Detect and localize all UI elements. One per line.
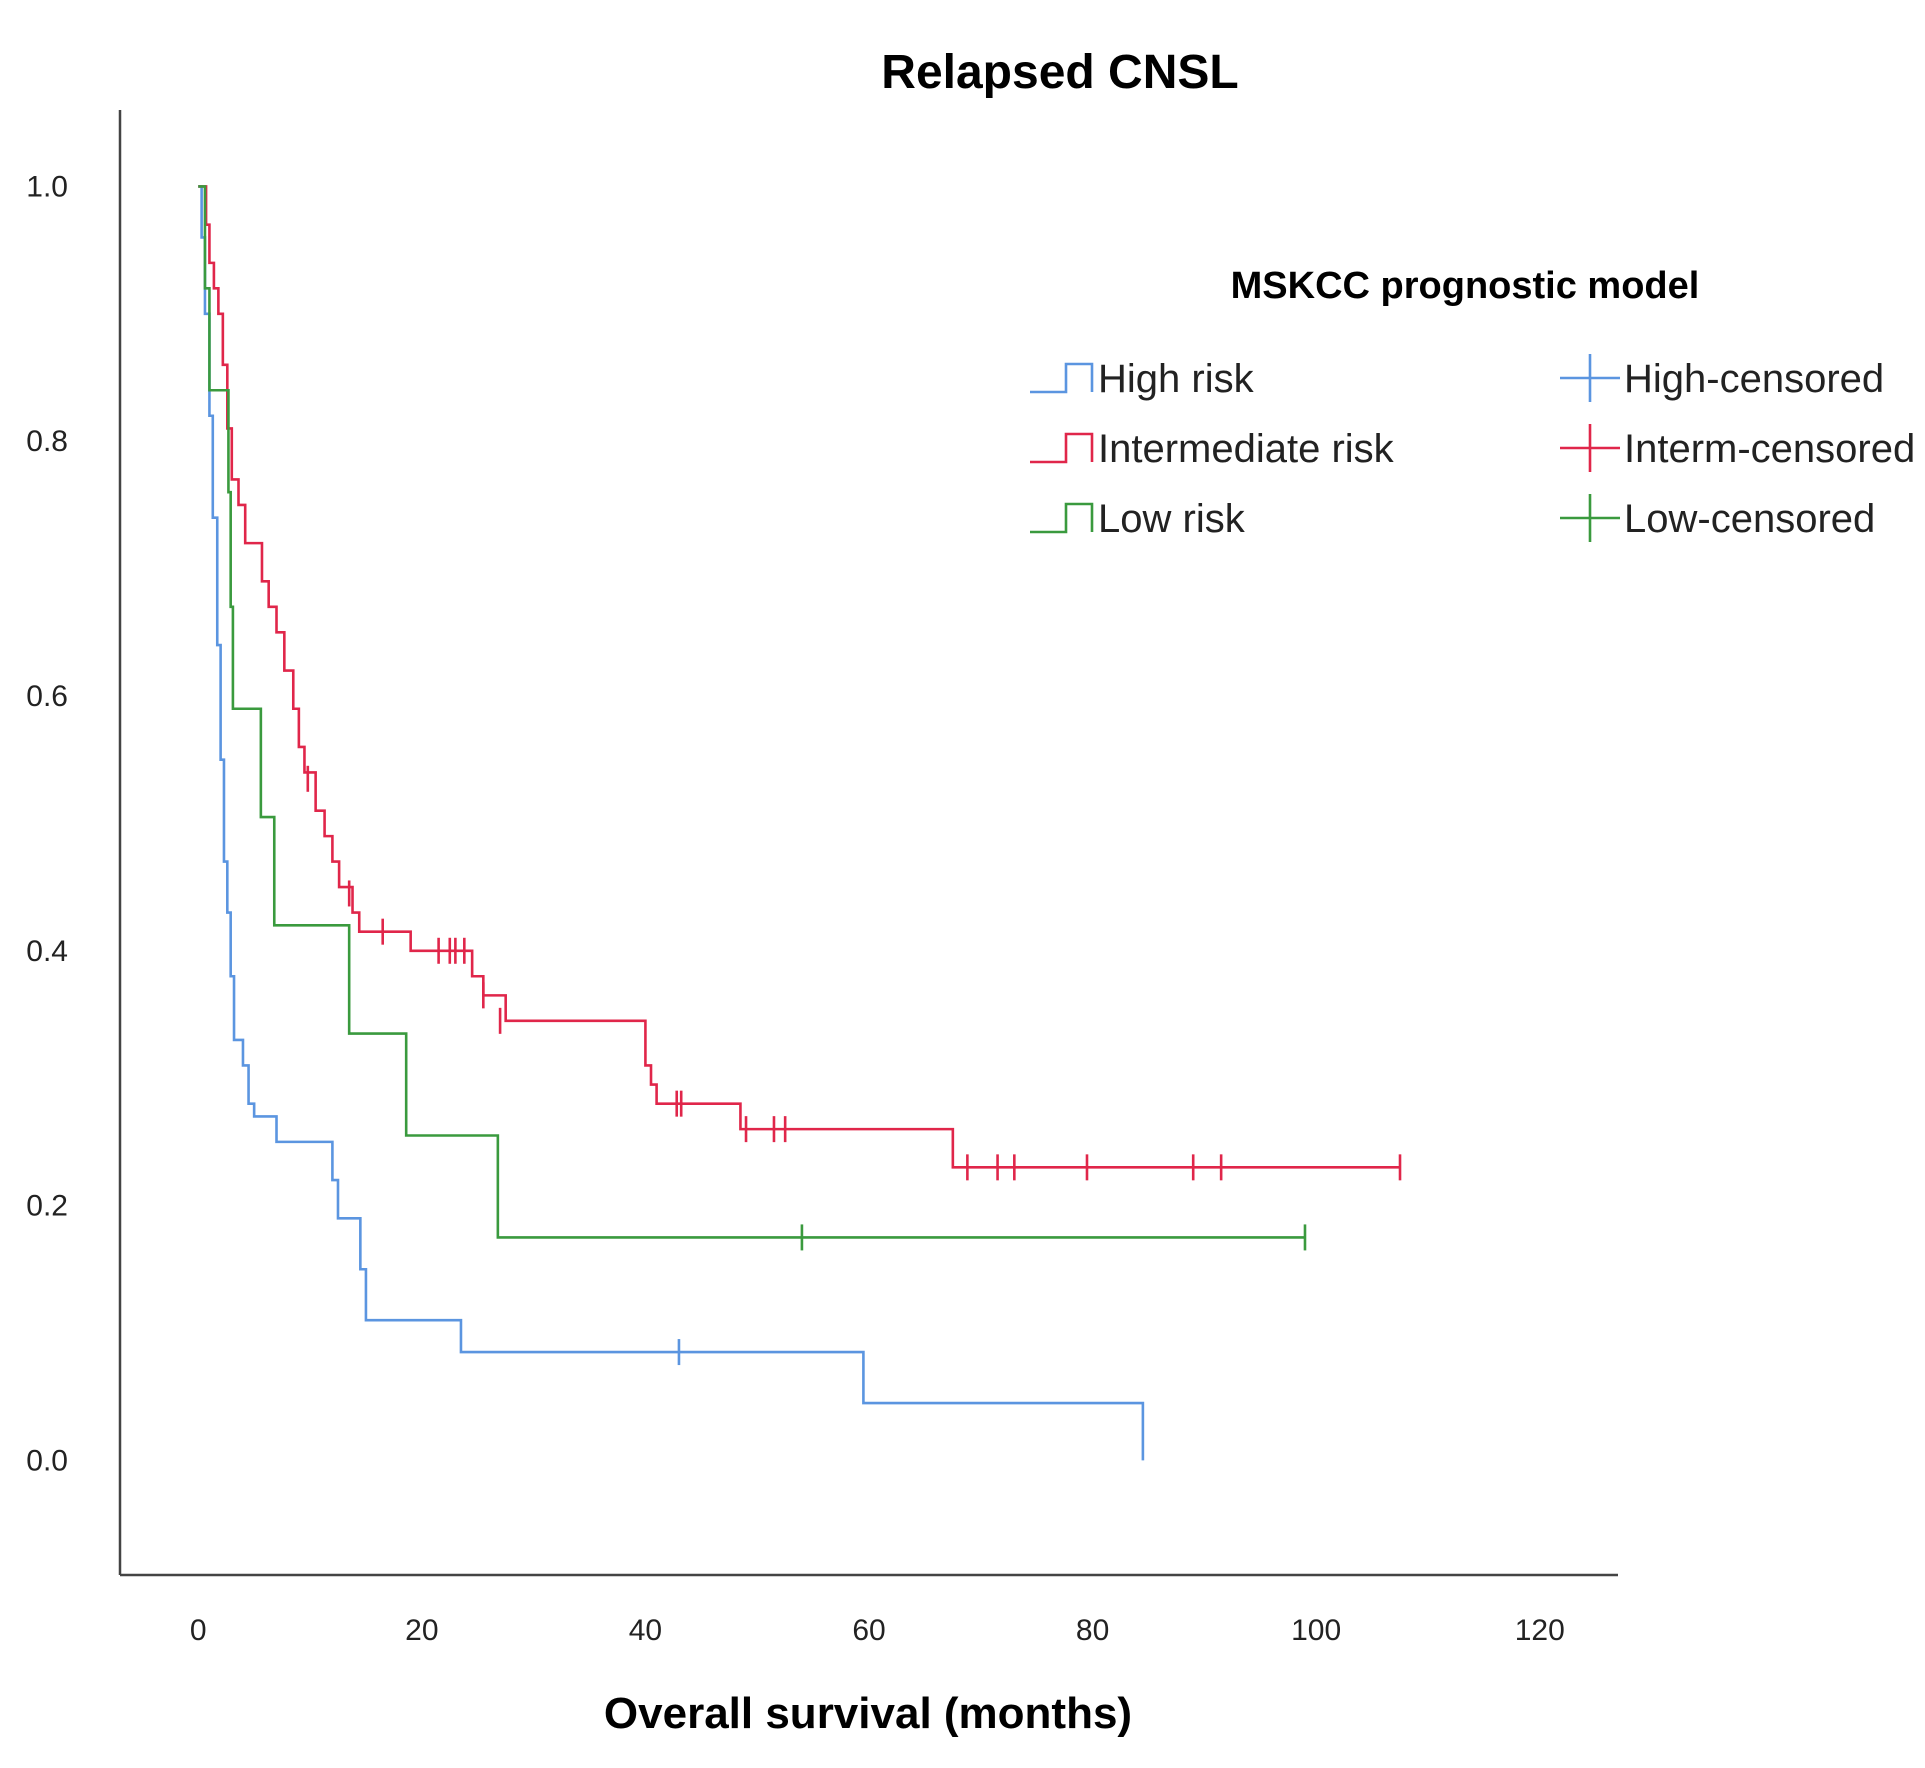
y-tick-labels: 0.0 0.2 0.4 0.6 0.8 1.0 xyxy=(26,170,68,1477)
x-tick-label: 0 xyxy=(190,1614,207,1647)
legend-item: High-censored xyxy=(1560,354,1884,402)
x-tick-label: 120 xyxy=(1515,1614,1565,1647)
legend-step-swatch xyxy=(1030,362,1094,394)
y-tick-label: 0.0 xyxy=(26,1444,68,1477)
x-tick-label: 80 xyxy=(1076,1614,1109,1647)
y-tick-label: 0.8 xyxy=(26,425,68,458)
x-tick-label: 60 xyxy=(852,1614,885,1647)
legend-item: High risk xyxy=(1030,357,1255,401)
survival-curves xyxy=(198,185,1402,1461)
legend-label: High risk xyxy=(1098,357,1255,401)
y-tick-label: 0.4 xyxy=(26,935,68,968)
low-risk-series xyxy=(198,185,1307,1251)
high-risk-curve xyxy=(198,185,1145,1461)
x-tick-label: 40 xyxy=(629,1614,662,1647)
legend-item: Intermediate risk xyxy=(1030,427,1395,471)
x-axis-label: Overall survival (months) xyxy=(604,1689,1132,1738)
legend-title: MSKCC prognostic model xyxy=(1231,265,1700,307)
legend: MSKCC prognostic model High risk Intermed… xyxy=(1030,265,1915,542)
legend-censor-swatch xyxy=(1560,354,1620,402)
y-tick-label: 0.6 xyxy=(26,680,68,713)
y-tick-label: 1.0 xyxy=(26,170,68,203)
legend-item: Low risk xyxy=(1030,497,1246,541)
chart-title: Relapsed CNSL xyxy=(881,46,1238,99)
axes xyxy=(118,110,1618,1577)
y-tick-label: 0.2 xyxy=(26,1190,68,1223)
legend-label: High-censored xyxy=(1624,357,1884,401)
legend-label: Interm-censored xyxy=(1624,427,1915,471)
x-tick-label: 100 xyxy=(1291,1614,1341,1647)
x-tick-labels: 0 20 40 60 80 100 120 xyxy=(190,1614,1565,1647)
legend-label: Low-censored xyxy=(1624,497,1875,541)
legend-item: Low-censored xyxy=(1560,494,1875,542)
legend-label: Low risk xyxy=(1098,497,1246,541)
legend-label: Intermediate risk xyxy=(1098,427,1395,471)
legend-step-swatch xyxy=(1030,432,1094,464)
low-risk-curve xyxy=(198,185,1305,1239)
x-tick-label: 20 xyxy=(405,1614,438,1647)
high-risk-series xyxy=(198,185,1145,1461)
legend-censor-swatch xyxy=(1560,494,1620,542)
intermediate-risk-series xyxy=(198,185,1402,1181)
legend-censor-swatch xyxy=(1560,424,1620,472)
legend-step-swatch xyxy=(1030,502,1094,534)
intermediate-risk-curve xyxy=(198,185,1401,1169)
legend-item: Interm-censored xyxy=(1560,424,1915,472)
legend-items: High risk Intermediate risk Low risk High-c… xyxy=(1030,354,1915,542)
